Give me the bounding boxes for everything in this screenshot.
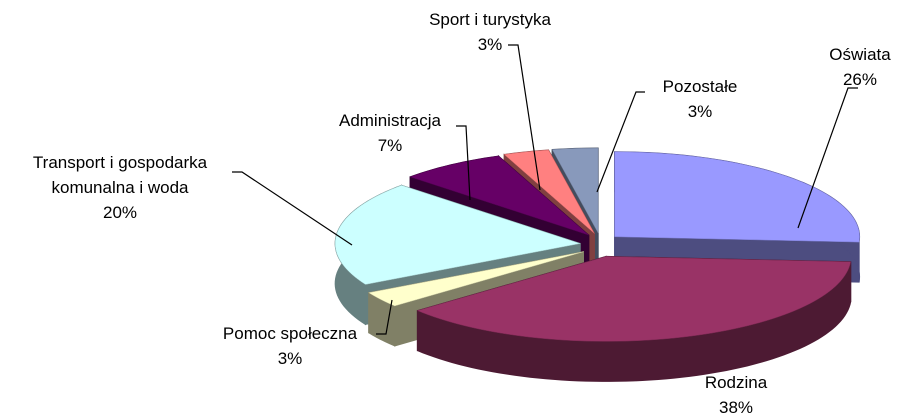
leader-line: [376, 299, 393, 335]
leader-line: [508, 44, 541, 191]
leader-line: [797, 87, 858, 229]
slice-label: Transport i gospodarka komunalna i woda 2…: [0, 150, 245, 225]
slice: [551, 147, 599, 234]
slice: [409, 155, 589, 236]
category-label: Administracja: [338, 111, 442, 130]
slice: [503, 149, 595, 234]
slice-label: Pomoc społeczna 3%: [223, 321, 357, 371]
slice-label: Pozostałe 3%: [663, 74, 738, 124]
slice-label: Rodzina 38%: [705, 370, 767, 414]
value-label: 3%: [277, 349, 303, 368]
category-label: Pozostałe: [662, 77, 738, 96]
category-label: Rodzina: [704, 373, 768, 392]
leader-line: [232, 171, 353, 246]
slice: [614, 151, 860, 243]
leader-line: [596, 91, 645, 193]
category-label: Transport i gospodarka komunalna i woda: [32, 153, 208, 197]
value-label: 38%: [718, 398, 754, 414]
value-label: 26%: [842, 70, 878, 89]
category-label: Oświata: [829, 45, 891, 64]
category-label: Sport i turystyka: [429, 10, 551, 29]
slice-label: Oświata 26%: [829, 42, 890, 92]
value-label: 7%: [377, 136, 403, 155]
value-label: 20%: [102, 203, 138, 222]
slice: [416, 256, 852, 342]
slice: [334, 185, 581, 285]
slice-label: Administracja 7%: [339, 108, 441, 158]
slice-label: Sport i turystyka 3%: [429, 7, 551, 57]
slice: [368, 251, 584, 307]
leader-line: [456, 125, 471, 201]
value-label: 3%: [687, 102, 713, 121]
value-label: 3%: [477, 35, 503, 54]
category-label: Pomoc społeczna: [222, 324, 358, 343]
